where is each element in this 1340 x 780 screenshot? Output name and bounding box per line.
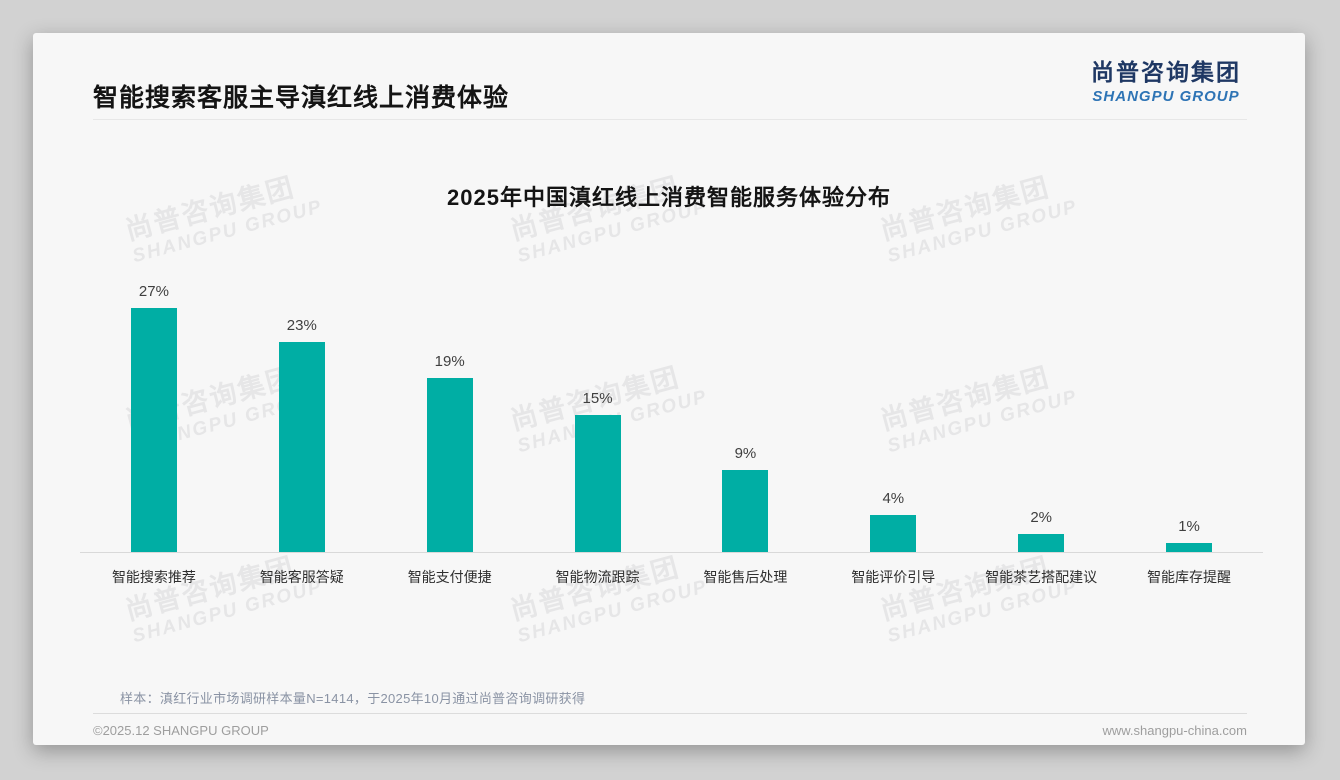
category-row: 智能搜索推荐 智能客服答疑 智能支付便捷 智能物流跟踪 智能售后处理 智能评价引导 智能茶艺…	[80, 567, 1263, 587]
bar	[426, 378, 473, 552]
category-label: 智能茶艺搭配建议	[985, 569, 1098, 585]
bar-column: 27%	[80, 283, 228, 552]
x-axis-line	[80, 552, 1263, 553]
logo-english-text: SHANGPU GROUP	[1092, 88, 1240, 105]
bar-column: 15%	[524, 283, 672, 552]
chart-title: 2025年中国滇红线上消费智能服务体验分布	[447, 185, 891, 210]
bar-column: 19%	[376, 283, 524, 552]
bar-value-label: 19%	[434, 353, 465, 370]
bar	[278, 342, 325, 552]
report-card: 尚普咨询集团 SHANGPU GROUP 尚普咨询集团 SHANGPU GROUP 尚普…	[33, 33, 1305, 745]
category-label: 智能客服答疑	[259, 569, 344, 585]
bar-value-label: 23%	[286, 317, 317, 334]
bar-plot: 27% 23% 19% 15% 9% 4% 2% 1%	[80, 283, 1263, 552]
category-label: 智能搜索推荐	[111, 569, 196, 585]
bar-column: 9%	[672, 283, 820, 552]
category-label: 智能物流跟踪	[555, 569, 640, 585]
report-content: 智能搜索客服主导滇红线上消费体验 尚普咨询集团 SHANGPU GROUP 20…	[33, 33, 1305, 745]
header-divider	[93, 119, 1247, 120]
category-label: 智能评价引导	[851, 569, 936, 585]
bar-value-label: 2%	[1030, 509, 1053, 526]
category-label: 智能库存提醒	[1147, 569, 1232, 585]
bar-value-label: 9%	[734, 445, 757, 462]
bar-value-label: 1%	[1178, 518, 1200, 535]
bar-column: 23%	[228, 283, 376, 552]
footer-row: ©2025.12 SHANGPU GROUP www.shangpu-china…	[93, 723, 1247, 738]
website-text: www.shangpu-china.com	[1102, 723, 1247, 738]
bar	[1018, 534, 1065, 552]
category-label: 智能售后处理	[703, 569, 788, 585]
bar-column: 4%	[819, 283, 967, 552]
company-logo: 尚普咨询集团 SHANGPU GROUP	[1091, 53, 1241, 105]
bar	[722, 470, 769, 552]
bar	[1166, 543, 1213, 552]
bar-value-label: 27%	[138, 283, 169, 300]
bar-column: 2%	[967, 283, 1115, 552]
bar	[870, 515, 917, 552]
bar	[574, 415, 621, 552]
page-title: 智能搜索客服主导滇红线上消费体验	[93, 84, 510, 112]
bar-column: 1%	[1115, 283, 1263, 552]
logo-chinese-text: 尚普咨询集团	[1091, 59, 1241, 85]
bar	[130, 308, 177, 552]
category-label: 智能支付便捷	[407, 569, 492, 585]
bar-value-label: 15%	[582, 390, 613, 407]
sample-note: 样本：滇红行业市场调研样本量N=1414，于2025年10月通过尚普咨询调研获得	[120, 691, 586, 706]
footer-divider	[93, 713, 1247, 714]
bar-value-label: 4%	[882, 490, 905, 507]
copyright-text: ©2025.12 SHANGPU GROUP	[93, 723, 269, 738]
